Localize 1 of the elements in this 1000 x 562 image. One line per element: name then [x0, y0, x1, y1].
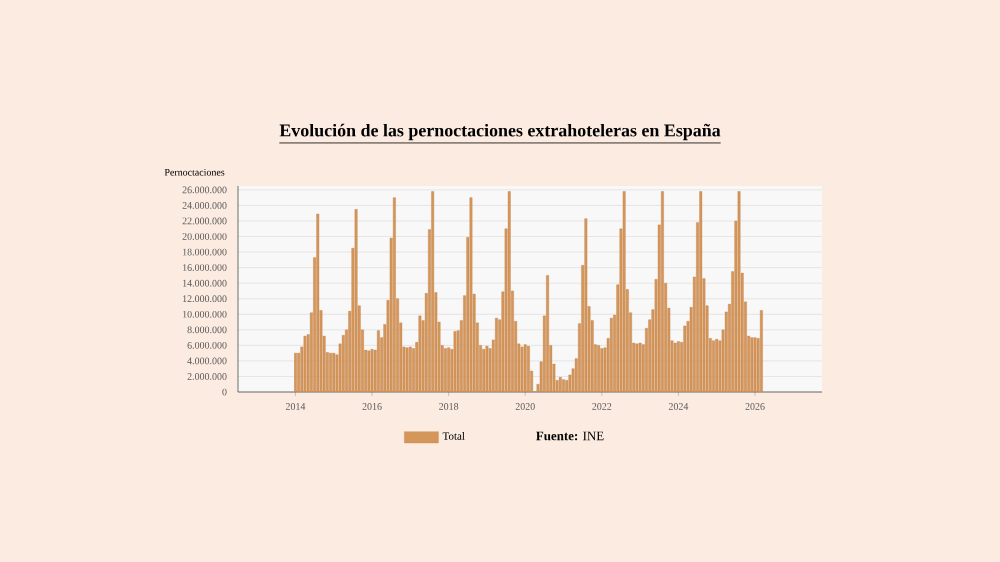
chart-title: Evolución de las pernoctaciones extrahoteleras en España	[279, 123, 721, 141]
